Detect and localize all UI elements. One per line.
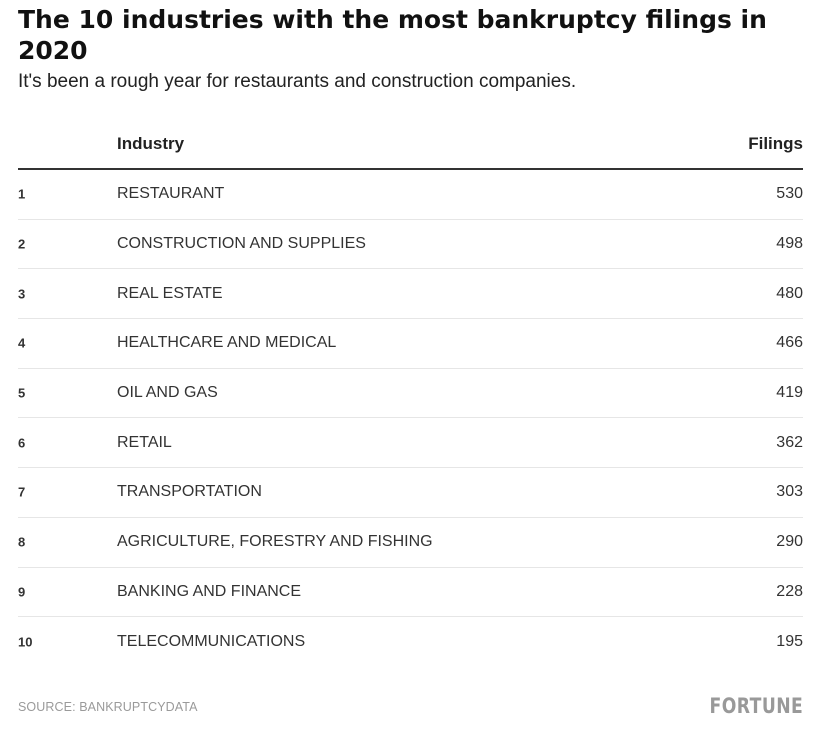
industry-cell: REAL ESTATE	[117, 284, 223, 302]
rank-cell: 10	[18, 634, 33, 650]
chart-subtitle: It's been a rough year for restaurants a…	[18, 71, 577, 92]
filings-cell: 290	[776, 533, 803, 551]
industry-cell: RETAIL	[117, 433, 172, 451]
table-row: 2 CONSTRUCTION AND SUPPLIES 498	[18, 220, 803, 270]
table-row: 8 AGRICULTURE, FORESTRY AND FISHING 290	[18, 518, 803, 568]
filings-cell: 498	[776, 235, 803, 253]
table-row: 9 BANKING AND FINANCE 228	[18, 568, 803, 618]
industry-cell: HEALTHCARE AND MEDICAL	[117, 334, 337, 352]
chart-title: The 10 industries with the most bankrupt…	[18, 5, 767, 65]
filings-cell: 480	[776, 284, 803, 302]
source-note: SOURCE: BANKRUPTCYDATA	[18, 700, 198, 714]
table-row: 5 OIL AND GAS 419	[18, 369, 803, 419]
table-row: 4 HEALTHCARE AND MEDICAL 466	[18, 319, 803, 369]
filings-cell: 362	[776, 433, 803, 451]
rank-cell: 9	[18, 584, 26, 600]
industry-cell: AGRICULTURE, FORESTRY AND FISHING	[117, 533, 433, 551]
filings-cell: 228	[776, 582, 803, 600]
rank-cell: 8	[18, 534, 26, 550]
industry-cell: CONSTRUCTION AND SUPPLIES	[117, 235, 366, 253]
table-body: 1 RESTAURANT 530 2 CONSTRUCTION AND SUPPLIES…	[18, 170, 803, 667]
table-row: 1 RESTAURANT 530	[18, 170, 803, 220]
table-row: 7 TRANSPORTATION 303	[18, 468, 803, 518]
rank-cell: 6	[18, 435, 26, 451]
industry-cell: OIL AND GAS	[117, 384, 218, 402]
industry-cell: TELECOMMUNICATIONS	[117, 633, 306, 651]
table-row: 3 REAL ESTATE 480	[18, 269, 803, 320]
industry-cell: BANKING AND FINANCE	[117, 582, 302, 600]
table-row: 6 RETAIL 362	[18, 418, 803, 469]
rank-cell: 1	[18, 186, 26, 202]
rank-cell: 3	[18, 286, 26, 302]
filings-cell: 195	[776, 633, 803, 651]
filings-cell: 303	[776, 483, 803, 501]
column-header-filings: Filings	[748, 134, 803, 153]
filings-cell: 530	[776, 185, 803, 203]
rank-cell: 4	[18, 335, 26, 351]
column-header-industry: Industry	[117, 134, 185, 153]
filings-cell: 419	[776, 384, 803, 402]
rank-cell: 7	[18, 484, 26, 500]
industry-cell: RESTAURANT	[117, 185, 225, 203]
table-row: 10 TELECOMMUNICATIONS 195	[18, 617, 803, 667]
rank-cell: 5	[18, 385, 26, 401]
rank-cell: 2	[18, 236, 26, 252]
table-header-row: Industry Filings	[18, 126, 803, 170]
filings-table: Industry Filings 1 RESTAURANT 530 2 CONSTRUC…	[18, 126, 803, 667]
filings-cell: 466	[776, 334, 803, 352]
industry-cell: TRANSPORTATION	[117, 483, 262, 501]
fortune-logo: FORTUNE	[709, 694, 803, 718]
